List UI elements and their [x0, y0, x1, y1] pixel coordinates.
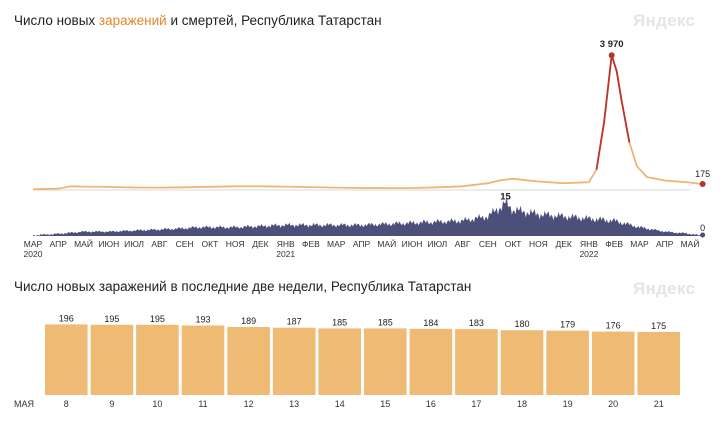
bar-day-label: 20 — [608, 399, 618, 409]
month-tick: АПР — [353, 239, 371, 249]
month-tick: ИЮЛ — [124, 239, 144, 249]
bar-value-label: 193 — [195, 315, 210, 325]
bar-value-label: 187 — [287, 317, 302, 327]
bar-day-label: 16 — [426, 399, 436, 409]
bar — [591, 331, 635, 395]
month-tick: ИЮН — [402, 239, 423, 249]
cases-line — [32, 54, 703, 191]
bar-day-label: 11 — [198, 399, 207, 409]
bar-value-label: 189 — [241, 316, 256, 326]
month-tick: СЕН — [176, 239, 194, 249]
bar-day-label: 9 — [109, 399, 114, 409]
bar-value-label: 183 — [469, 318, 484, 328]
month-tick: НОЯ — [529, 239, 548, 249]
bar-value-label: 175 — [651, 321, 666, 331]
bar-value-label: 184 — [423, 318, 438, 328]
month-tick: МАР — [327, 239, 346, 249]
chart1-title: Число новых заражений и смертей, Республ… — [14, 13, 382, 28]
bar-day-label: 17 — [471, 399, 481, 409]
month-tick: АПР — [50, 239, 68, 249]
bar-value-label: 196 — [59, 313, 74, 323]
month-tick: АПР — [656, 239, 674, 249]
bar-value-label: 179 — [560, 320, 575, 330]
bar-day-label: 21 — [654, 399, 664, 409]
month-tick: АВГ — [151, 239, 167, 249]
bar — [181, 325, 225, 395]
bar-value-label: 180 — [514, 319, 529, 329]
bar — [272, 327, 316, 395]
month-tick: МАР — [24, 239, 43, 249]
month-tick: СЕН — [479, 239, 497, 249]
month-tick: ИЮЛ — [427, 239, 447, 249]
bar-day-label: 18 — [517, 399, 527, 409]
cases-last-label: 175 — [695, 169, 710, 179]
bar — [90, 324, 134, 395]
chart1-title-cases: заражений — [98, 13, 167, 28]
bar — [318, 328, 361, 395]
month-tick: ЯНВ — [580, 239, 598, 249]
year-label: 2020 — [24, 249, 43, 259]
bar-value-label: 185 — [332, 317, 347, 327]
month-tick: ДЕК — [252, 239, 268, 249]
bar-day-label: 13 — [289, 399, 299, 409]
bar — [136, 324, 179, 395]
yandex-watermark-top: Яндекс — [633, 11, 696, 30]
chart1-title-middle: и смертей — [166, 13, 234, 28]
cases-peak-segment — [595, 54, 631, 170]
cases-peak-point — [608, 52, 615, 59]
month-tick: МАЙ — [74, 238, 93, 249]
bar-day-label: 10 — [152, 399, 162, 409]
bar — [45, 324, 88, 395]
month-tick: ОКТ — [202, 239, 219, 249]
month-tick: ЯНВ — [277, 239, 295, 249]
month-tick: ФЕВ — [605, 239, 623, 249]
deaths-peak-label: 15 — [500, 191, 511, 202]
month-tick: МАЙ — [377, 238, 396, 249]
bar-value-label: 195 — [150, 314, 165, 324]
month-tick: ФЕВ — [302, 239, 320, 249]
month-tick: МАР — [630, 239, 649, 249]
month-tick: ИЮН — [98, 239, 119, 249]
cases-last-point — [699, 181, 706, 188]
bar-day-label: 12 — [244, 399, 254, 409]
bar-day-label: 8 — [64, 399, 69, 409]
deaths-last-label: 0 — [700, 223, 705, 233]
month-tick: МАЙ — [681, 238, 700, 249]
bar-day-label: 19 — [563, 399, 573, 409]
month-axis: МАР АПР МАЙ ИЮН ИЮЛ АВГ СЕН ОКТ НОЯ ДЕК ЯНВ ФЕВ МАР А… — [24, 238, 700, 259]
bar — [500, 330, 544, 395]
yandex-watermark-bottom: Яндекс — [633, 279, 696, 298]
year-label: 2022 — [579, 249, 598, 259]
deaths-area — [33, 197, 703, 236]
bar-month-label: МАЯ — [14, 399, 34, 409]
chart1-title-prefix: Число новых — [14, 13, 99, 28]
bar — [637, 332, 680, 395]
bars-chart: МАЯ 196 8 195 9 195 10 193 11 189 12 187 13 185 14 185 1… — [14, 313, 680, 409]
deaths-chart: 15 0 — [33, 191, 706, 238]
cases-chart: 3 970 175 — [32, 39, 710, 191]
month-tick: ДЕК — [555, 239, 571, 249]
cases-peak-label: 3 970 — [600, 39, 624, 50]
bar-value-label: 185 — [378, 317, 393, 327]
deaths-last-point — [700, 232, 706, 238]
bar — [227, 327, 270, 395]
year-label: 2021 — [276, 249, 295, 259]
bar — [409, 328, 453, 395]
month-tick: АВГ — [455, 239, 471, 249]
month-tick: ОКТ — [505, 239, 522, 249]
chart2-title: Число новых заражений в последние две не… — [14, 279, 472, 294]
chart1-title-suffix: , Республика Татарстан — [233, 13, 382, 28]
bar-day-label: 14 — [335, 399, 345, 409]
bar — [364, 328, 407, 395]
month-tick: НОЯ — [226, 239, 245, 249]
bar-value-label: 195 — [104, 314, 119, 324]
bar — [455, 329, 498, 395]
bar-day-label: 15 — [380, 399, 390, 409]
bar — [546, 330, 589, 395]
bar-value-label: 176 — [606, 321, 621, 331]
